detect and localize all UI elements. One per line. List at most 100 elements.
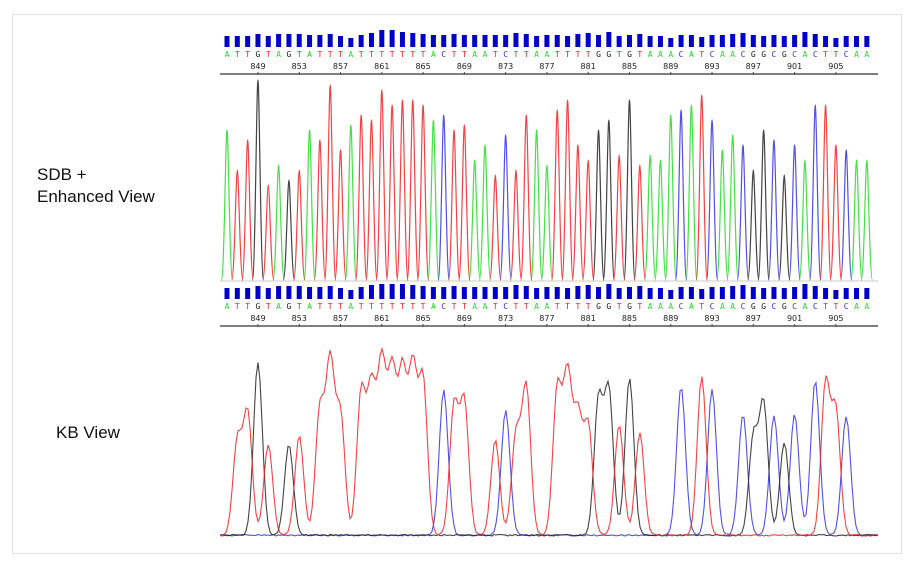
base-call: A bbox=[431, 50, 436, 59]
quality-bar bbox=[606, 32, 612, 47]
base-call: A bbox=[864, 50, 869, 59]
base-call: T bbox=[637, 50, 642, 59]
base-call: A bbox=[483, 302, 488, 311]
base-call: T bbox=[575, 302, 580, 311]
quality-bar bbox=[224, 36, 230, 47]
quality-bar bbox=[647, 288, 653, 299]
base-call: C bbox=[844, 302, 849, 311]
base-call: C bbox=[741, 50, 746, 59]
base-call: A bbox=[864, 302, 869, 311]
trace-G bbox=[220, 362, 879, 537]
base-call: T bbox=[390, 50, 395, 59]
base-call: T bbox=[586, 302, 591, 311]
base-call: T bbox=[369, 50, 374, 59]
base-call: T bbox=[266, 50, 271, 59]
base-call: A bbox=[545, 50, 550, 59]
figure-frame bbox=[12, 14, 902, 554]
quality-bar bbox=[823, 288, 829, 299]
quality-bar bbox=[678, 35, 684, 47]
position-label: 881 bbox=[581, 314, 596, 323]
base-call: A bbox=[348, 302, 353, 311]
base-call: T bbox=[359, 302, 364, 311]
base-call: A bbox=[803, 302, 808, 311]
quality-bar bbox=[534, 288, 540, 299]
base-call: T bbox=[245, 302, 250, 311]
base-call: T bbox=[266, 302, 271, 311]
quality-bar bbox=[864, 36, 870, 47]
quality-bar bbox=[307, 287, 313, 299]
base-call: T bbox=[328, 302, 333, 311]
quality-bar bbox=[276, 286, 282, 299]
base-call: G bbox=[287, 50, 292, 59]
quality-bar bbox=[523, 34, 529, 47]
position-label: 889 bbox=[663, 314, 678, 323]
base-call: C bbox=[679, 50, 684, 59]
quality-bar bbox=[410, 33, 416, 47]
trace-G bbox=[251, 79, 791, 281]
quality-bar bbox=[699, 289, 705, 299]
base-call: T bbox=[586, 50, 591, 59]
quality-bar bbox=[286, 286, 292, 299]
quality-bar bbox=[823, 36, 829, 47]
quality-bar bbox=[864, 288, 870, 299]
quality-bar bbox=[430, 287, 436, 299]
position-label: 873 bbox=[498, 62, 513, 71]
base-call: T bbox=[245, 50, 250, 59]
quality-bar bbox=[637, 34, 643, 47]
quality-bar bbox=[286, 34, 292, 47]
position-label: 869 bbox=[457, 62, 472, 71]
base-call: T bbox=[575, 50, 580, 59]
position-label: 865 bbox=[415, 314, 430, 323]
quality-bar bbox=[740, 285, 746, 299]
base-call: A bbox=[658, 302, 663, 311]
quality-bar bbox=[503, 35, 509, 47]
quality-bar bbox=[420, 34, 426, 47]
quality-bar bbox=[616, 36, 622, 47]
quality-bar bbox=[616, 288, 622, 299]
quality-bar bbox=[307, 35, 313, 47]
position-label: 861 bbox=[374, 314, 389, 323]
quality-bar bbox=[523, 286, 529, 299]
position-label: 901 bbox=[787, 62, 802, 71]
quality-bar bbox=[854, 36, 860, 47]
quality-bar bbox=[575, 34, 581, 47]
quality-bar bbox=[245, 288, 251, 299]
base-call: A bbox=[431, 302, 436, 311]
quality-bar bbox=[812, 286, 818, 299]
quality-bar bbox=[534, 36, 540, 47]
base-call: T bbox=[297, 302, 302, 311]
quality-bar bbox=[678, 287, 684, 299]
base-call: G bbox=[287, 302, 292, 311]
quality-bar bbox=[348, 38, 354, 47]
quality-bar bbox=[317, 35, 323, 47]
quality-bar bbox=[296, 34, 302, 47]
quality-bar bbox=[410, 285, 416, 299]
position-label: 853 bbox=[292, 314, 307, 323]
position-label: 849 bbox=[250, 62, 265, 71]
base-call: T bbox=[338, 50, 343, 59]
base-call: C bbox=[792, 302, 797, 311]
quality-bar bbox=[699, 37, 705, 47]
quality-bar bbox=[657, 36, 663, 47]
base-call: A bbox=[276, 302, 281, 311]
quality-bar bbox=[771, 35, 777, 47]
quality-bar bbox=[389, 284, 395, 299]
quality-bar bbox=[492, 35, 498, 47]
trace-T bbox=[220, 346, 879, 537]
base-call: C bbox=[441, 302, 446, 311]
quality-bar bbox=[492, 287, 498, 299]
quality-bar bbox=[781, 36, 787, 47]
quality-bar bbox=[358, 35, 364, 47]
base-call: C bbox=[710, 50, 715, 59]
base-call: A bbox=[854, 50, 859, 59]
quality-bar bbox=[792, 35, 798, 47]
quality-bar bbox=[379, 30, 385, 47]
base-call: T bbox=[637, 302, 642, 311]
quality-bar bbox=[234, 36, 240, 47]
base-call: T bbox=[462, 50, 467, 59]
quality-bar bbox=[709, 35, 715, 47]
base-call: T bbox=[328, 50, 333, 59]
quality-bar bbox=[709, 287, 715, 299]
quality-bar bbox=[420, 286, 426, 299]
quality-bar bbox=[368, 33, 374, 47]
